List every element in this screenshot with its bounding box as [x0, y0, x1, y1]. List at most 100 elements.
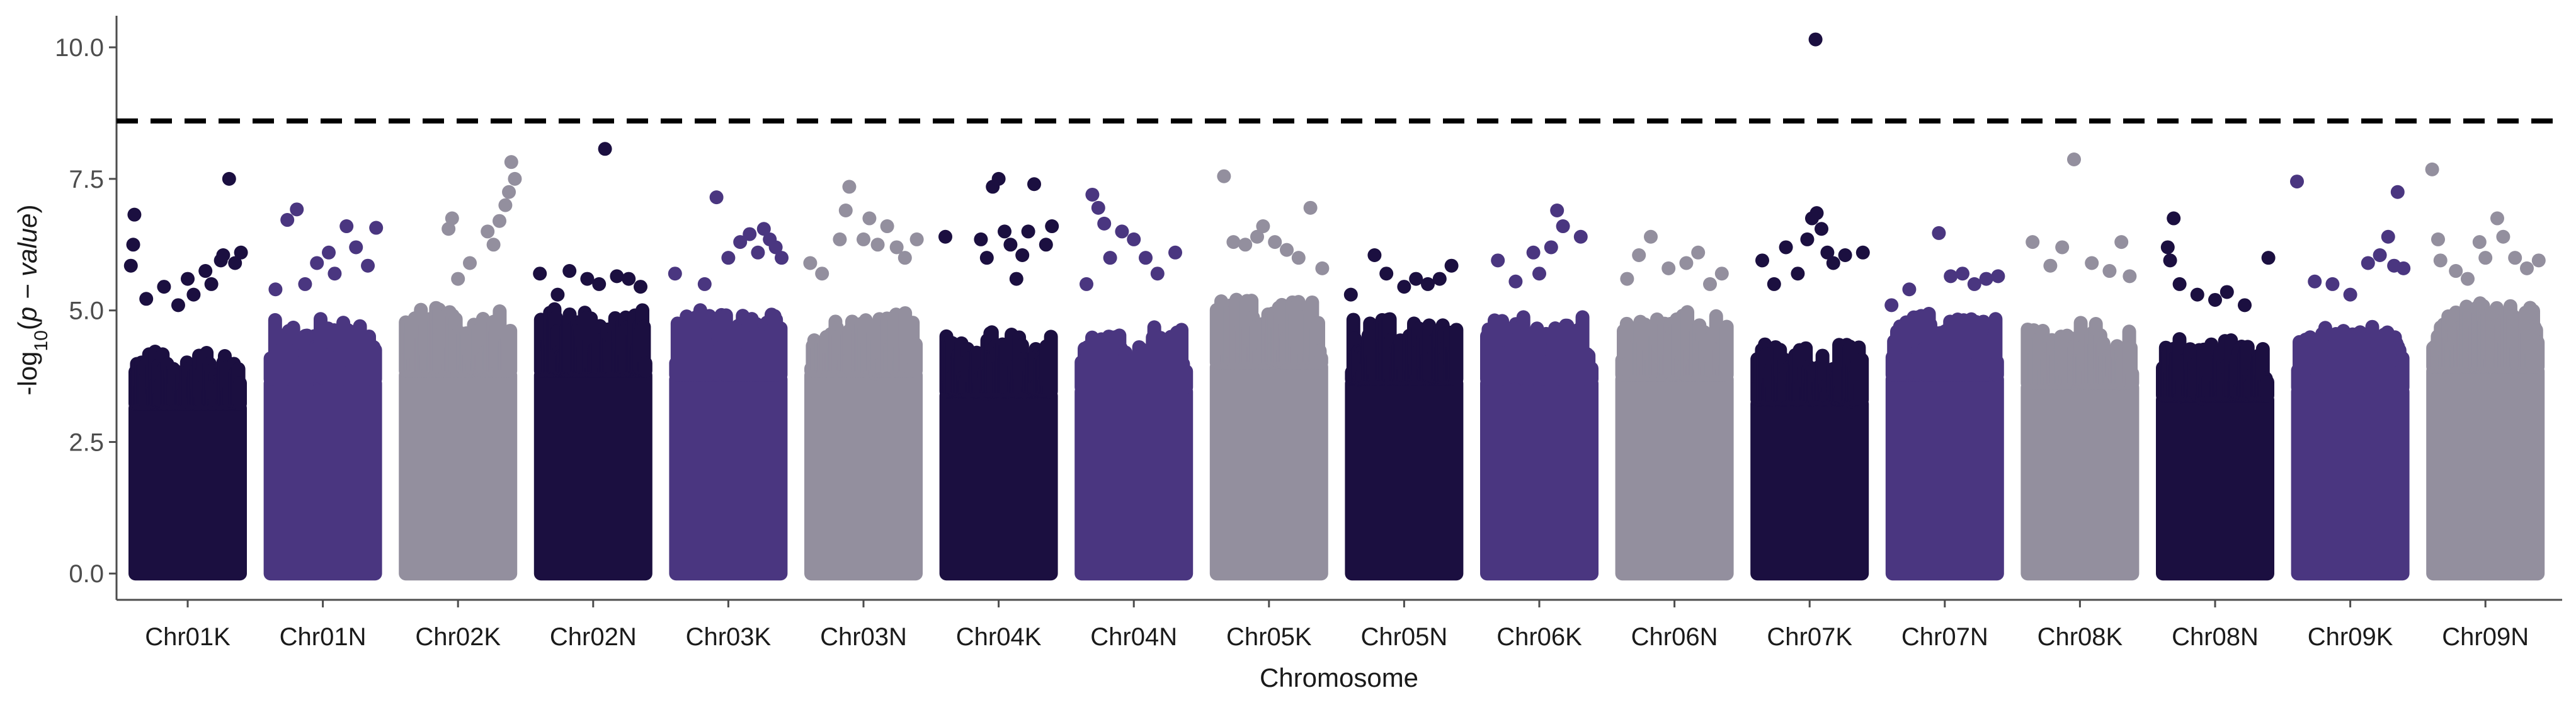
data-point [1820, 245, 1835, 260]
data-point [1691, 245, 1706, 260]
data-point [1139, 251, 1153, 265]
data-point [768, 240, 783, 255]
data-point [550, 287, 565, 302]
data-point [1714, 267, 1729, 281]
point-cloud [669, 372, 788, 581]
x-tick-label: Chr04N [1090, 623, 1177, 651]
data-point [1532, 267, 1546, 281]
data-point [1491, 253, 1505, 268]
data-point [1256, 219, 1270, 234]
data-point [1291, 251, 1306, 265]
data-point [979, 251, 994, 265]
data-point [1103, 251, 1117, 265]
data-point [721, 251, 736, 265]
data-point [1021, 224, 1035, 239]
point-cloud [128, 401, 247, 581]
data-point [1755, 253, 1769, 268]
x-tick-label: Chr03N [820, 623, 907, 651]
data-point [2425, 162, 2439, 176]
y-axis-title-prefix: -log [13, 351, 42, 395]
data-point [1855, 245, 1870, 260]
y-axis-title-italic: p − value [13, 213, 42, 323]
data-point [2431, 232, 2445, 246]
data-point [1409, 272, 1423, 286]
data-point [775, 251, 789, 265]
data-point [1085, 187, 1100, 202]
y-axis-title-close: ) [13, 204, 42, 213]
y-tick-label: 7.5 [69, 166, 104, 193]
data-point [2172, 277, 2187, 291]
data-point [2433, 253, 2448, 268]
y-tick-label: 5.0 [69, 297, 104, 325]
data-point [815, 267, 829, 281]
data-point [2055, 240, 2070, 255]
data-point [171, 298, 185, 313]
data-point [838, 204, 853, 217]
data-point [2373, 248, 2387, 262]
data-point [991, 171, 1006, 186]
x-tick-label: Chr08K [2037, 623, 2123, 651]
point-cloud [1074, 384, 1194, 581]
data-point [598, 142, 612, 156]
data-point [733, 235, 748, 250]
data-point [2531, 253, 2546, 268]
data-point [1779, 240, 1793, 255]
data-point [2114, 235, 2129, 250]
data-point [1003, 238, 1018, 252]
data-point [1808, 32, 1823, 47]
data-point [1421, 277, 1435, 291]
data-point [1932, 226, 1946, 240]
data-point [126, 238, 140, 252]
data-point [204, 277, 219, 291]
data-point [622, 272, 636, 286]
data-point [2261, 251, 2276, 265]
x-tick-label: Chr01K [145, 623, 231, 651]
data-point [2167, 211, 2181, 226]
data-point [1397, 280, 1411, 294]
data-point [697, 277, 712, 291]
data-point [1045, 219, 1059, 234]
data-point [2067, 152, 2081, 166]
data-point [216, 248, 231, 262]
data-point [1809, 206, 1824, 221]
data-point [504, 155, 518, 169]
data-point [298, 277, 312, 291]
data-point [2220, 285, 2234, 299]
data-point [668, 267, 682, 281]
data-point [2520, 261, 2534, 275]
point-cloud [1209, 360, 1328, 581]
point-cloud [263, 376, 382, 581]
data-point [1432, 272, 1447, 286]
data-point [1280, 243, 1294, 257]
data-point [2238, 298, 2252, 313]
y-tick-label: 0.0 [69, 560, 104, 588]
data-point [2461, 272, 2475, 286]
data-point [857, 232, 870, 246]
data-point [2026, 235, 2040, 250]
x-tick-label: Chr04K [956, 623, 1042, 651]
data-point [1080, 277, 1093, 291]
data-point [1791, 267, 1805, 281]
data-point [228, 256, 242, 270]
data-point [280, 213, 295, 227]
data-point [898, 251, 912, 265]
data-point [1343, 287, 1358, 302]
labels-layer: Chromosome -log10(p − value) [13, 204, 1418, 692]
x-tick-label: Chr05K [1226, 623, 1312, 651]
point-cloud [1345, 376, 1464, 581]
data-point [2190, 287, 2204, 302]
data-point [1620, 272, 1634, 286]
data-point [751, 245, 765, 260]
x-tick-label: Chr01N [280, 623, 367, 651]
data-point [2496, 229, 2510, 244]
y-axis-title: -log10(p − value) [13, 204, 52, 395]
point-cloud [1885, 372, 2004, 581]
data-point [369, 221, 384, 235]
data-point [870, 238, 885, 252]
data-point [1991, 269, 2005, 284]
data-point [803, 256, 818, 270]
data-point [2449, 264, 2463, 278]
data-point [1367, 248, 1382, 262]
data-point [1956, 267, 1969, 281]
